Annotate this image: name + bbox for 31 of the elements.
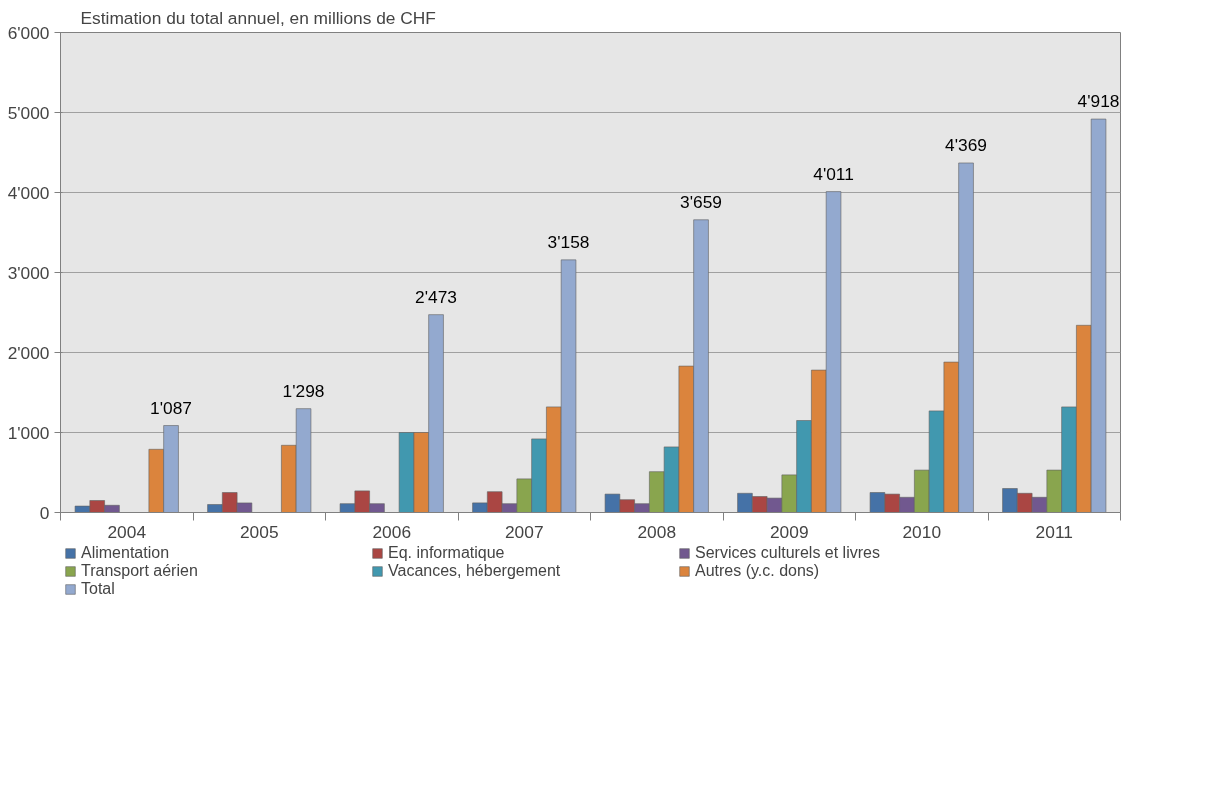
data-label: 3'659	[680, 191, 722, 212]
x-tick-label: 2010	[902, 521, 942, 542]
y-tick-label: 1'000	[7, 422, 50, 443]
chart-title: Estimation du total annuel, en millions de CHF	[80, 7, 436, 28]
data-label: 1'298	[282, 380, 325, 401]
data-label: 2'473	[415, 286, 457, 307]
y-tick-label: 2'000	[7, 342, 50, 363]
x-tick-label: 2009	[769, 521, 809, 542]
y-tick-label: 3'000	[7, 262, 50, 283]
data-label: 3'158	[547, 231, 590, 252]
x-tick-label: 2008	[637, 521, 677, 542]
x-tick-label: 2005	[239, 521, 279, 542]
data-label: 1'087	[150, 397, 192, 418]
legend-label: Transport aérien	[81, 562, 199, 580]
legend-label: Autres (y.c. dons)	[695, 562, 821, 580]
y-tick-label: 0	[39, 502, 50, 523]
legend-label: Alimentation	[81, 544, 171, 562]
legend-label: Eq. informatique	[388, 544, 506, 562]
y-tick-label: 5'000	[7, 102, 50, 123]
y-tick-label: 6'000	[7, 22, 50, 43]
legend-label: Services culturels et livres	[695, 544, 881, 562]
data-label: 4'918	[1077, 91, 1120, 112]
x-tick-label: 2004	[107, 521, 147, 542]
x-tick-label: 2011	[1035, 521, 1073, 542]
data-label: 4'369	[945, 134, 987, 155]
y-tick-label: 4'000	[7, 182, 50, 203]
x-tick-label: 2006	[372, 521, 412, 542]
data-label: 4'011	[813, 163, 854, 184]
x-tick-label: 2007	[504, 521, 544, 542]
legend-label: Total	[81, 580, 116, 598]
legend-label: Vacances, hébergement	[388, 562, 562, 580]
